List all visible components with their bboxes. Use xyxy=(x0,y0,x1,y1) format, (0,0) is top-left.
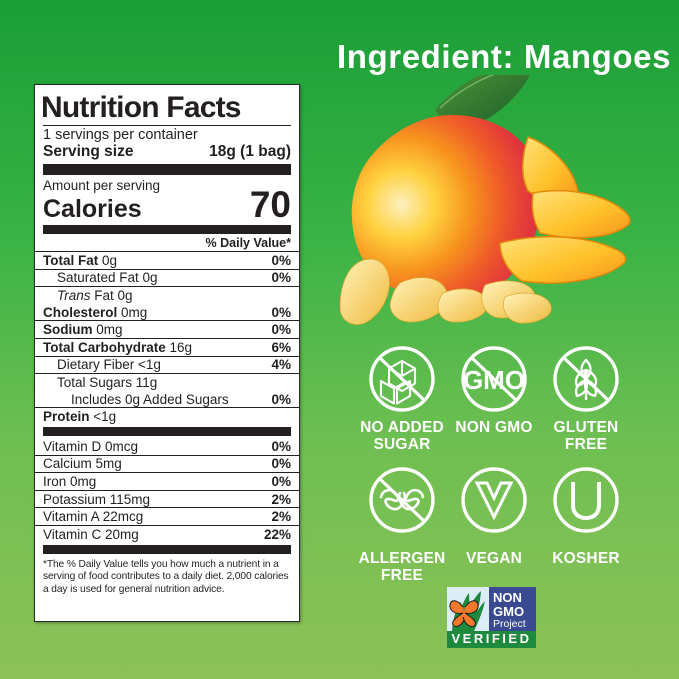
svg-text:Project: Project xyxy=(493,618,526,630)
svg-text:VERIFIED: VERIFIED xyxy=(452,631,532,646)
svg-text:GMO: GMO xyxy=(493,604,524,619)
svg-text:GMO: GMO xyxy=(463,365,525,395)
svg-text:NON: NON xyxy=(493,590,522,605)
